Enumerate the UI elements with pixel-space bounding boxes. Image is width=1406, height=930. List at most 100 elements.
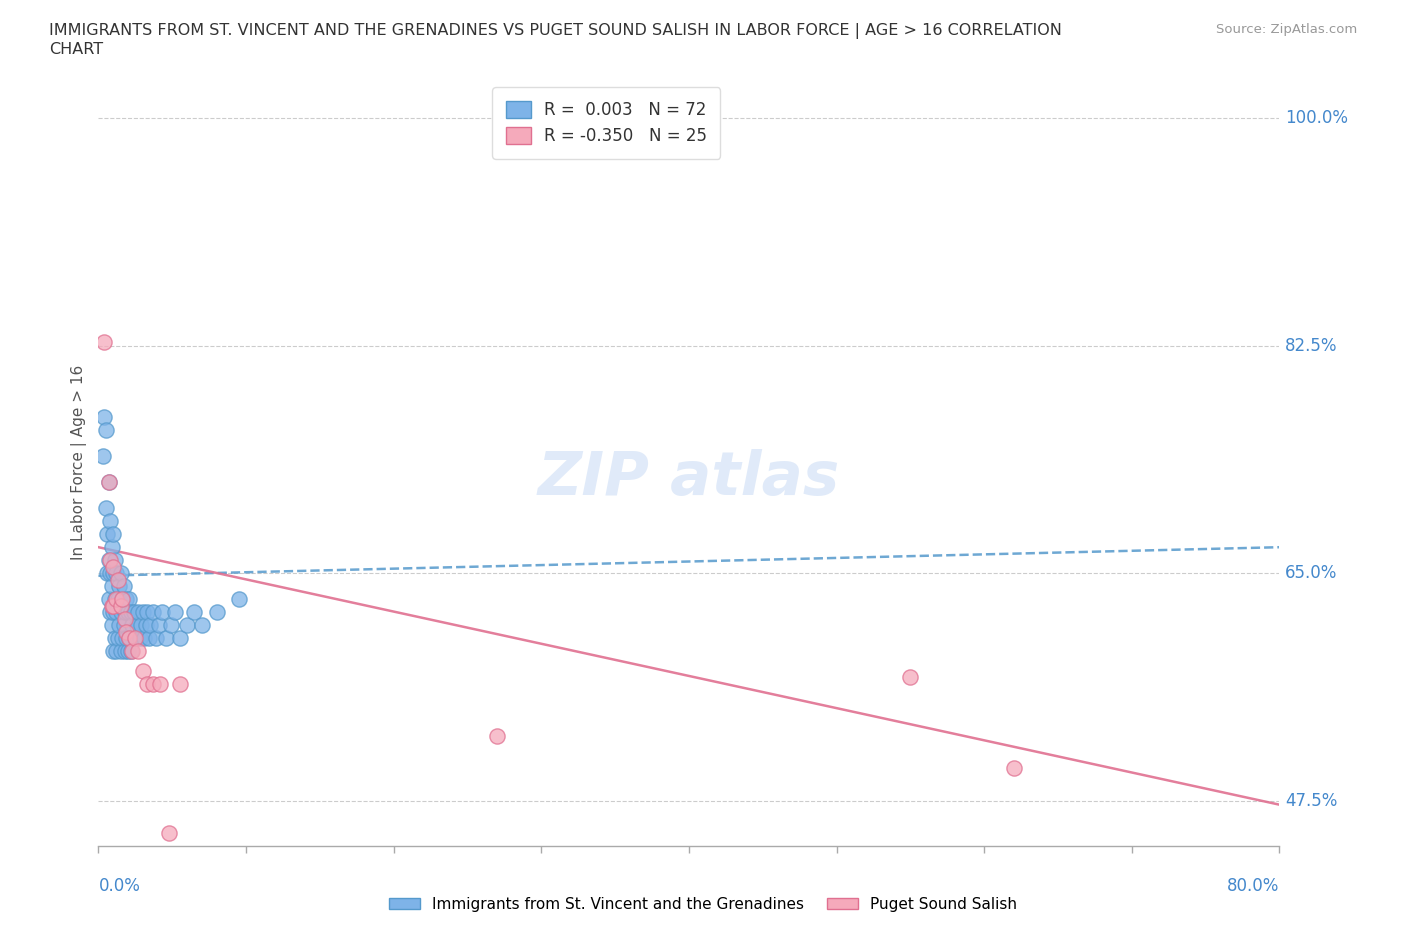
Point: [98, 565, 121, 580]
Point: [98, 604, 121, 619]
Point: [149, 676, 172, 691]
Point: [165, 604, 187, 619]
Point: [142, 604, 165, 619]
Point: [124, 631, 146, 645]
Point: [134, 631, 156, 645]
Point: [110, 565, 132, 580]
Point: [169, 676, 191, 691]
Text: CHART: CHART: [49, 42, 103, 57]
Point: [103, 526, 125, 541]
Point: [205, 604, 228, 619]
Point: [118, 631, 141, 645]
Point: [107, 631, 129, 645]
Point: [486, 728, 509, 743]
Point: [104, 631, 127, 645]
Point: [228, 591, 250, 606]
Point: [157, 826, 180, 841]
Point: [136, 676, 159, 691]
Point: [169, 631, 191, 645]
Text: ZIP atlas: ZIP atlas: [538, 448, 839, 508]
Text: 80.0%: 80.0%: [1227, 877, 1279, 895]
Point: [100, 618, 122, 632]
Point: [114, 604, 136, 619]
Point: [94, 423, 117, 438]
Point: [148, 618, 170, 632]
Point: [112, 578, 135, 593]
Point: [103, 559, 125, 574]
Point: [94, 500, 117, 515]
Text: 0.0%: 0.0%: [98, 877, 141, 895]
Point: [115, 591, 138, 606]
Point: [97, 552, 120, 567]
Point: [125, 618, 148, 632]
Point: [124, 631, 146, 645]
Point: [111, 591, 134, 606]
Point: [1002, 761, 1025, 776]
Point: [129, 618, 152, 632]
Point: [107, 591, 129, 606]
Point: [105, 604, 128, 619]
Point: [117, 644, 139, 658]
Point: [97, 474, 120, 489]
Point: [110, 604, 132, 619]
Point: [110, 598, 132, 613]
Point: [97, 591, 120, 606]
Point: [176, 618, 198, 632]
Point: [117, 604, 139, 619]
Point: [112, 618, 135, 632]
Text: 100.0%: 100.0%: [1285, 109, 1348, 127]
Legend: R =  0.003   N = 72, R = -0.350   N = 25: R = 0.003 N = 72, R = -0.350 N = 25: [492, 87, 720, 159]
Point: [128, 631, 150, 645]
Point: [118, 631, 141, 645]
Legend: Immigrants from St. Vincent and the Grenadines, Puget Sound Salish: Immigrants from St. Vincent and the Gren…: [384, 891, 1022, 918]
Point: [122, 604, 145, 619]
Point: [142, 676, 165, 691]
Point: [111, 631, 134, 645]
Text: IMMIGRANTS FROM ST. VINCENT AND THE GRENADINES VS PUGET SOUND SALISH IN LABOR FO: IMMIGRANTS FROM ST. VINCENT AND THE GREN…: [49, 23, 1062, 39]
Point: [93, 410, 115, 425]
Text: 65.0%: 65.0%: [1285, 565, 1337, 582]
Point: [100, 539, 122, 554]
Point: [107, 572, 129, 587]
Text: Source: ZipAtlas.com: Source: ZipAtlas.com: [1216, 23, 1357, 36]
Point: [132, 663, 155, 678]
Point: [900, 670, 922, 684]
Point: [100, 578, 122, 593]
Point: [114, 611, 136, 626]
Point: [91, 449, 114, 464]
Text: 82.5%: 82.5%: [1285, 337, 1339, 354]
Point: [103, 644, 125, 658]
Point: [191, 618, 214, 632]
Point: [121, 618, 143, 632]
Point: [120, 604, 142, 619]
Point: [115, 624, 138, 639]
Point: [104, 591, 127, 606]
Point: [93, 334, 115, 349]
Point: [159, 618, 181, 632]
Point: [127, 604, 149, 619]
Point: [183, 604, 205, 619]
Point: [97, 474, 120, 489]
Point: [111, 591, 134, 606]
Point: [139, 618, 162, 632]
Point: [103, 598, 125, 613]
Y-axis label: In Labor Force | Age > 16: In Labor Force | Age > 16: [72, 365, 87, 560]
Point: [100, 598, 122, 613]
Point: [145, 631, 167, 645]
Point: [98, 552, 121, 567]
Point: [105, 644, 128, 658]
Point: [150, 604, 173, 619]
Point: [108, 618, 131, 632]
Point: [118, 591, 141, 606]
Point: [110, 644, 132, 658]
Point: [105, 565, 128, 580]
Point: [120, 644, 142, 658]
Point: [105, 591, 128, 606]
Point: [115, 631, 138, 645]
Point: [108, 578, 131, 593]
Point: [114, 644, 136, 658]
Point: [132, 604, 155, 619]
Point: [98, 513, 121, 528]
Point: [103, 604, 125, 619]
Point: [136, 604, 159, 619]
